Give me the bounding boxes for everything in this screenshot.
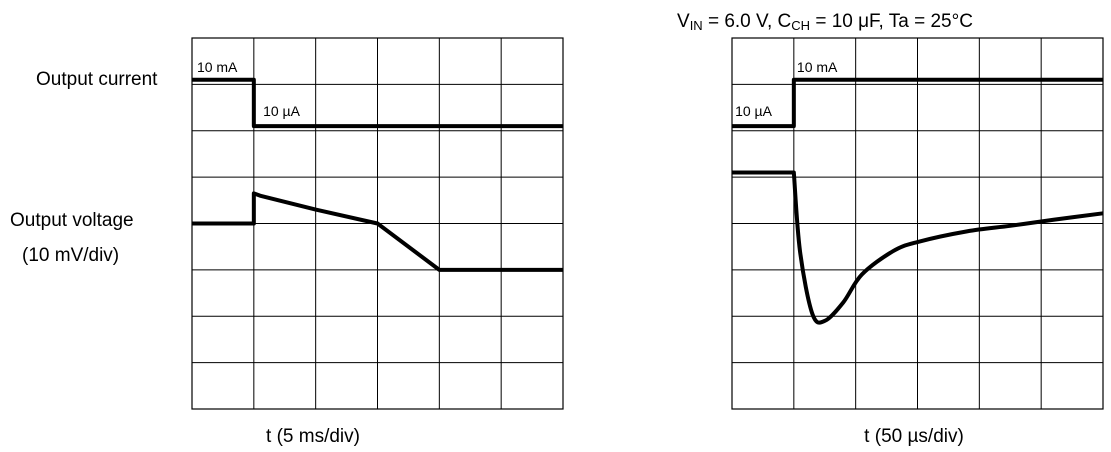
right-output-current-trace [732,77,1103,129]
right-output-voltage-trace [732,170,1104,325]
left-output-current-trace [192,77,563,129]
conditions-label: VIN = 6.0 V, CCH = 10 μF, Ta = 25°C [677,11,973,33]
left-current-annotation: 10 mA [197,59,238,75]
right-chart-frame [731,37,1104,410]
left-chart-xlabel: t (5 ms/div) [266,426,360,447]
vin-symbol: V [677,11,690,32]
cch-subscript: CH [791,18,811,33]
output-current-label: Output current [36,69,158,90]
cch-symbol: C [777,11,792,32]
right-current-annotation: 10 µA [735,103,773,119]
vin-subscript: IN [689,18,703,33]
voltage-scale-label: (10 mV/div) [22,245,120,266]
vin-value: = 6.0 V, [702,11,778,32]
left-output-voltage-trace [192,191,563,272]
left-current-annotation: 10 µA [263,103,301,119]
output-voltage-label: Output voltage [10,210,134,231]
right-current-annotation: 10 mA [797,59,838,75]
right-chart-xlabel: t (50 µs/div) [864,426,964,447]
cch-value: = 10 μF, Ta = 25°C [810,11,973,32]
